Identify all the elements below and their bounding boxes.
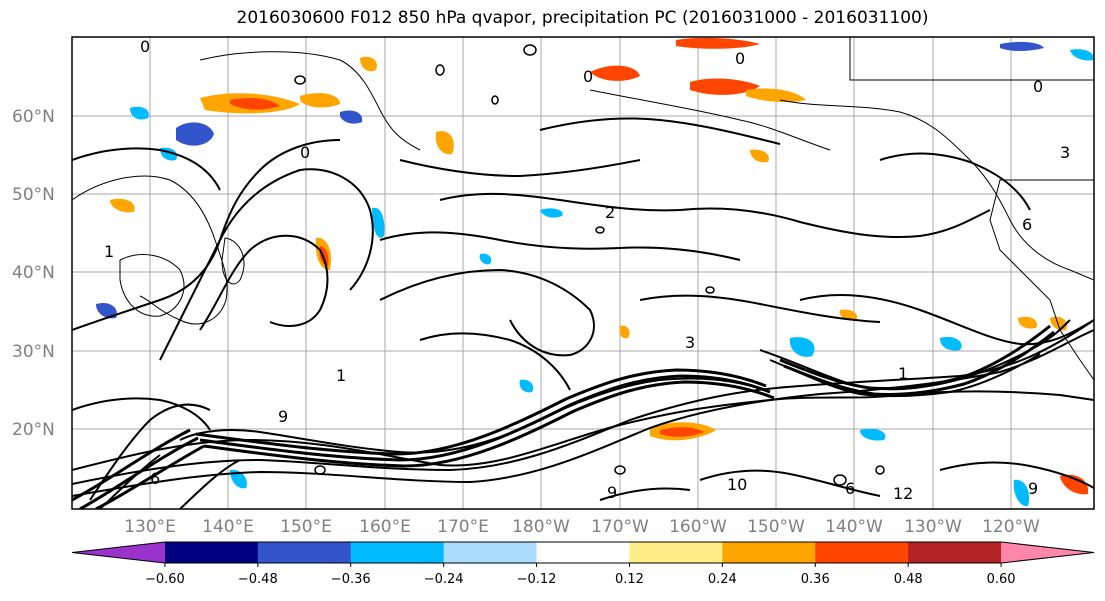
contour-label: 9 <box>1028 479 1038 498</box>
colorbar-tick-label: 0.60 <box>987 572 1016 587</box>
contour-label: 0 <box>1033 77 1043 96</box>
lat-label: 20°N <box>12 420 55 440</box>
contour-label: 0 <box>583 67 593 86</box>
lon-label: 130°E <box>124 517 176 537</box>
colorbar-tick-label: −0.36 <box>331 572 371 587</box>
colorbar <box>71 541 1095 564</box>
colorbar-swatch <box>815 542 909 563</box>
colorbar-swatch <box>72 542 165 563</box>
lon-label: 160°W <box>669 517 727 537</box>
colorbar-tick-label: −0.24 <box>424 572 464 587</box>
longitude-labels: 130°E 140°E 150°E 160°E 170°E 180°W 170°… <box>124 517 1040 537</box>
colorbar-swatch <box>1001 542 1094 563</box>
small-contour-rings <box>294 44 885 486</box>
figure-title: 2016030600 F012 850 hPa qvapor, precipit… <box>236 8 929 28</box>
lon-label: 130°W <box>904 517 962 537</box>
contour-label: 10 <box>727 475 747 494</box>
contour-value-labels: 0 0 0 0 0 1 1 1 2 3 3 6 6 6 9 9 9 10 12 <box>104 37 1070 503</box>
lat-label: 60°N <box>12 107 55 127</box>
contour-label: 6 <box>1022 215 1032 234</box>
lon-label: 180°W <box>512 517 570 537</box>
contour-label: 2 <box>605 203 615 222</box>
lat-label: 30°N <box>12 342 55 362</box>
latitude-labels: 60°N 50°N 40°N 30°N 20°N <box>12 107 55 440</box>
colorbar-tick-label: −0.60 <box>145 572 185 587</box>
contour-label: 0 <box>140 37 150 56</box>
colorbar-tick-label: 0.36 <box>801 572 830 587</box>
colorbar-swatch <box>536 542 630 563</box>
lon-label: 140°E <box>202 517 254 537</box>
colorbar-swatch <box>257 542 352 563</box>
contour-label: 9 <box>278 407 288 426</box>
lon-label: 140°W <box>825 517 883 537</box>
lon-label: 170°E <box>437 517 489 537</box>
jet-contour-band <box>72 324 1055 509</box>
lon-label: 170°W <box>591 517 649 537</box>
lat-label: 50°N <box>12 185 55 205</box>
map-border <box>71 36 1095 510</box>
precip-patches <box>96 37 1094 507</box>
colorbar-tick-label: 0.48 <box>894 572 923 587</box>
contour-label: 9 <box>607 483 617 502</box>
colorbar-swatch <box>908 542 1002 563</box>
colorbar-ticks: −0.60 −0.48 −0.36 −0.24 −0.12 0.12 0.24 0.36 0.4… <box>145 563 1016 587</box>
colorbar-tick-label: 0.12 <box>615 572 644 587</box>
colorbar-swatch <box>722 542 816 563</box>
contour-label: 1 <box>898 364 908 383</box>
colorbar-tick-label: 0.24 <box>708 572 737 587</box>
lat-label: 40°N <box>12 263 55 283</box>
lon-label: 150°W <box>747 517 805 537</box>
colorbar-tick-label: −0.12 <box>517 572 557 587</box>
lon-label: 150°E <box>280 517 332 537</box>
colorbar-swatch <box>629 542 723 563</box>
contour-label: 0 <box>300 143 310 162</box>
contour-label: 3 <box>1060 143 1070 162</box>
colorbar-swatch <box>164 542 259 563</box>
contour-label: 3 <box>685 333 695 352</box>
contour-label: 12 <box>893 484 913 503</box>
contour-label: 1 <box>104 242 114 261</box>
contour-label: 6 <box>845 479 855 498</box>
contour-label: 1 <box>336 366 346 385</box>
lon-label: 160°E <box>359 517 411 537</box>
lon-label: 120°W <box>982 517 1040 537</box>
contour-label: 0 <box>735 49 745 68</box>
colorbar-tick-label: −0.48 <box>238 572 278 587</box>
colorbar-swatch <box>350 542 445 563</box>
contour-label: 6 <box>150 469 160 488</box>
colorbar-swatch <box>443 542 538 563</box>
